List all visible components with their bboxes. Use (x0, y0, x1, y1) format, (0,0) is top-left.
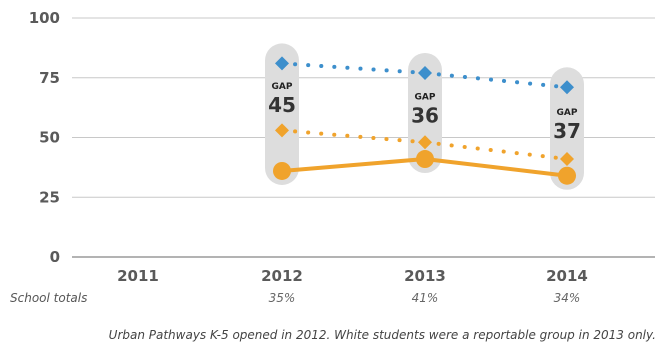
x-tick-label: 2012 (261, 267, 303, 285)
gap-label: GAP (415, 93, 436, 103)
x-tick-label: 2014 (546, 267, 588, 285)
gap-value: 45 (268, 93, 296, 117)
school-total-value: 35% (269, 291, 296, 305)
x-tick-label: 2011 (117, 267, 159, 285)
data-point-top (275, 56, 289, 71)
gap-value: 36 (411, 104, 439, 128)
x-tick-label: 2013 (404, 267, 446, 285)
data-point-school (416, 150, 434, 169)
series-markers (273, 56, 576, 185)
gap-highlight-2013 (408, 52, 442, 174)
data-point-middle (418, 135, 432, 150)
school-total-value: 34% (554, 291, 581, 305)
footnote: Urban Pathways K-5 opened in 2012. White… (108, 328, 656, 342)
school-totals-row: School totals 35% 41% 34% (10, 291, 580, 305)
data-point-top (560, 80, 574, 95)
data-point-middle (560, 152, 574, 167)
gap-label: GAP (557, 108, 578, 118)
y-tick-label: 25 (39, 188, 60, 206)
gap-value: 37 (553, 119, 581, 143)
school-total-value: 41% (412, 291, 439, 305)
data-point-school (558, 166, 576, 185)
y-axis-labels: 0 25 50 75 100 (29, 9, 60, 266)
x-axis-labels: 2011 2012 2013 2014 (117, 267, 588, 285)
school-totals-label: School totals (10, 291, 87, 305)
data-point-top (418, 65, 432, 80)
y-tick-label: 0 (50, 248, 60, 266)
gap-highlight-2012 (265, 43, 299, 185)
data-point-middle (275, 123, 289, 138)
y-tick-label: 75 (39, 69, 60, 87)
y-tick-label: 50 (39, 129, 60, 147)
gap-highlights (265, 43, 584, 190)
gap-highlight-2014 (550, 67, 584, 190)
y-tick-label: 100 (29, 9, 60, 27)
gap-label: GAP (272, 82, 293, 92)
data-point-school (273, 161, 291, 180)
